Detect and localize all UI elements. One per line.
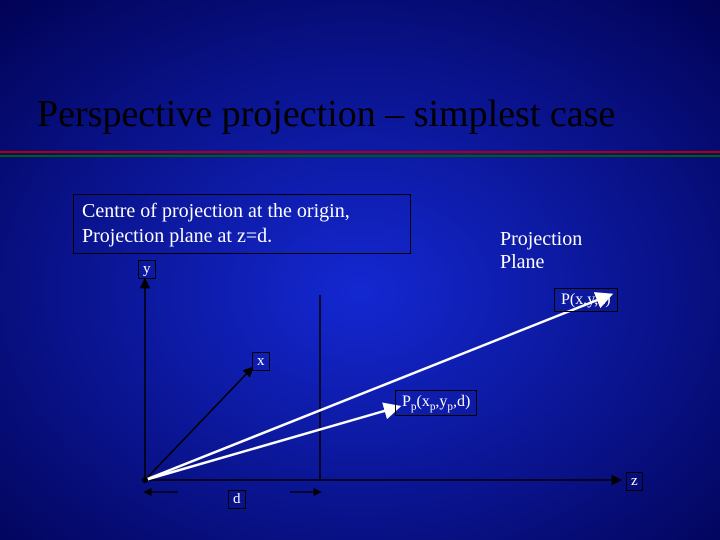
axis-x-label: x	[252, 352, 270, 371]
d-label: d	[228, 490, 246, 509]
axis-y-label: y	[138, 260, 156, 279]
point-pp-label: Pp(xp,yp,d)	[395, 390, 477, 416]
projection-plane-label-l1: Projection	[500, 228, 582, 250]
description-line2: Projection plane at z=d.	[82, 225, 272, 247]
description-box: Centre of projection at the origin, Proj…	[73, 194, 411, 254]
slide: Perspective projection – simplest case C…	[0, 0, 720, 540]
pp-mid: (x	[417, 393, 430, 410]
point-p-label: P(x,y,z)	[554, 288, 618, 312]
background	[0, 0, 720, 540]
origin-dot	[142, 477, 148, 483]
projection-plane-label: Projection Plane	[500, 228, 582, 274]
description-line1: Centre of projection at the origin,	[82, 200, 350, 222]
pp-prefix: P	[402, 393, 411, 410]
diagram-svg	[0, 0, 720, 540]
axis-z-label: z	[626, 472, 643, 491]
pp-mid2: ,y	[435, 393, 447, 410]
projection-plane-label-l2: Plane	[500, 251, 544, 273]
pp-suffix: ,d)	[453, 393, 470, 410]
slide-title: Perspective projection – simplest case	[37, 92, 615, 136]
